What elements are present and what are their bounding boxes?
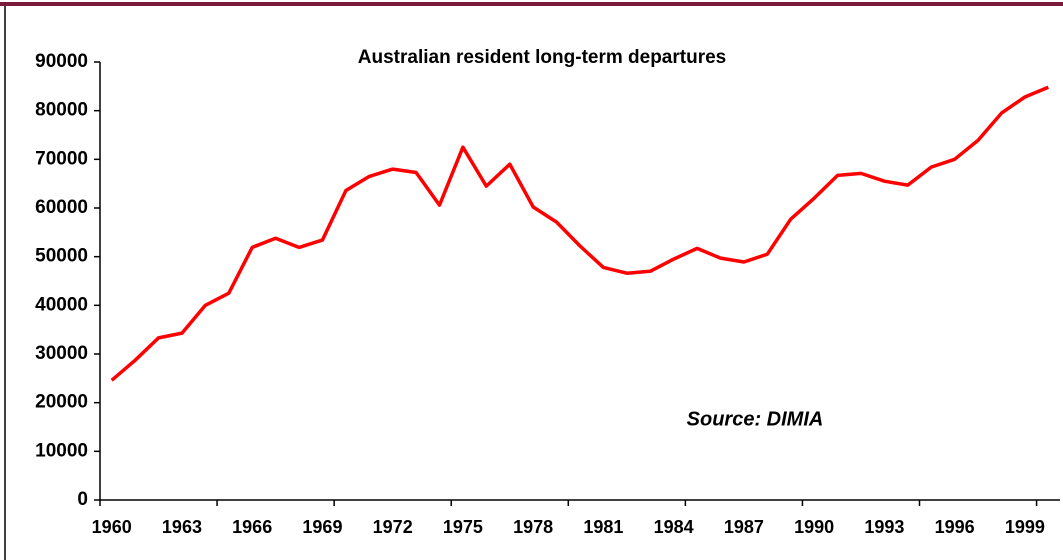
y-tick-label: 80000	[35, 100, 88, 121]
data-line	[110, 85, 1049, 382]
y-tick-label: 50000	[35, 246, 88, 267]
x-tick-label: 1960	[92, 517, 132, 537]
x-tick-label: 1996	[935, 517, 975, 537]
x-tick-label: 1993	[864, 517, 904, 537]
x-tick-label: 1990	[794, 517, 834, 537]
y-tick-label: 0	[77, 489, 88, 510]
x-tick-label: 1969	[302, 517, 342, 537]
y-tick-label: 90000	[35, 51, 88, 72]
y-tick-label: 60000	[35, 197, 88, 218]
x-tick-label: 1972	[373, 517, 413, 537]
y-tick-label: 40000	[35, 294, 88, 315]
y-tick-label: 20000	[35, 392, 88, 413]
annotation: Source: DIMIA	[687, 408, 824, 430]
y-tick-label: 70000	[35, 148, 88, 169]
x-tick-label: 1999	[1005, 517, 1045, 537]
y-tick-label: 30000	[35, 343, 88, 364]
x-tick-label: 1975	[443, 517, 483, 537]
x-tick-label: 1981	[583, 517, 623, 537]
y-tick-label: 10000	[35, 440, 88, 461]
x-tick-label: 1987	[724, 517, 764, 537]
x-tick-label: 1978	[513, 517, 553, 537]
x-tick-label: 1963	[162, 517, 202, 537]
chart-title: Australian resident long-term departures	[358, 47, 726, 68]
x-tick-label: 1984	[654, 517, 694, 537]
x-tick-label: 1966	[232, 517, 272, 537]
